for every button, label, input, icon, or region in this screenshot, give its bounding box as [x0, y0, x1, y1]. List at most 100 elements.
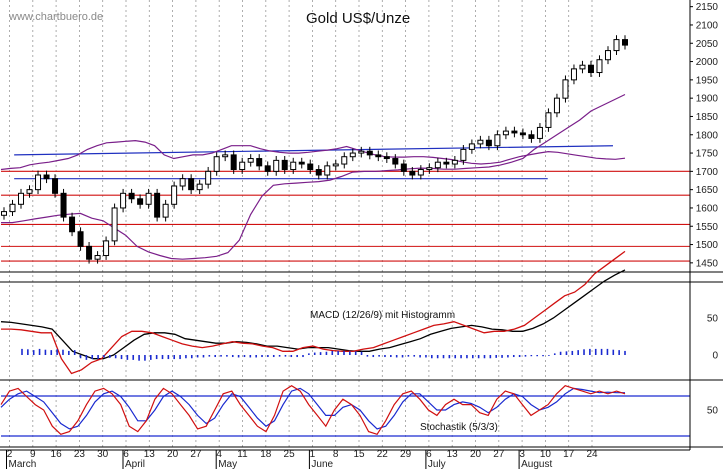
candle-up: [536, 126, 543, 139]
candle-up: [332, 163, 339, 167]
candle-up: [468, 143, 475, 150]
candle-up: [494, 134, 501, 147]
channel-line: [14, 145, 613, 156]
y-tick-label: 2150: [696, 2, 719, 13]
candle-down: [315, 169, 322, 176]
candle-up: [103, 240, 110, 257]
candle-up: [579, 64, 586, 70]
candle-down: [485, 139, 492, 147]
candle-down: [188, 178, 195, 191]
candle-up: [613, 39, 620, 52]
y-tick-label: 1500: [696, 240, 719, 251]
bollinger-upper: [0, 139, 626, 171]
candle-up: [35, 174, 42, 191]
candle-down: [60, 192, 67, 218]
candle-down: [77, 231, 84, 247]
candle-down: [298, 161, 305, 165]
candle-down: [43, 174, 50, 180]
x-day-label: 6: [123, 449, 129, 460]
candle-up: [553, 97, 560, 114]
candle-up: [451, 159, 458, 165]
candle-up: [1, 211, 7, 216]
macd-tick-label: 50: [707, 314, 719, 325]
x-day-label: 29: [400, 449, 412, 460]
candle-down: [383, 156, 390, 160]
candle-up: [239, 161, 246, 171]
candle-up: [273, 159, 280, 172]
candle-up: [213, 156, 220, 172]
candle-up: [196, 183, 203, 191]
x-month-label: July: [428, 459, 446, 469]
x-day-label: 11: [237, 449, 248, 460]
candle-up: [562, 79, 569, 99]
candle-up: [26, 189, 33, 194]
y-tick-label: 2050: [696, 39, 719, 50]
x-day-label: 16: [51, 449, 63, 460]
candle-up: [290, 161, 297, 171]
y-tick-label: 1900: [696, 94, 719, 105]
candle-down: [52, 178, 59, 194]
candle-up: [247, 158, 254, 163]
x-month-label: May: [218, 459, 237, 469]
candle-up: [205, 170, 212, 185]
bollinger-lower: [1, 93, 626, 260]
candle-down: [264, 165, 271, 172]
stochastic-k-line: [0, 384, 626, 436]
x-day-label: 27: [190, 449, 202, 460]
candle-down: [622, 39, 628, 46]
candle-down: [443, 161, 450, 165]
macd-tick-label: 0: [712, 351, 718, 362]
x-month-label: March: [9, 459, 37, 469]
candle-down: [587, 64, 594, 74]
stochastic-panel: [0, 384, 690, 437]
candle-up: [9, 203, 16, 213]
candle-down: [230, 154, 237, 171]
y-tick-label: 1800: [696, 130, 719, 141]
candle-up: [604, 50, 611, 61]
x-day-label: 27: [493, 449, 505, 460]
candle-up: [120, 192, 127, 209]
macd-panel: [0, 250, 626, 375]
x-day-label: 18: [260, 449, 272, 460]
y-tick-label: 1750: [696, 149, 719, 160]
y-tick-label: 2000: [696, 57, 719, 68]
candle-down: [511, 130, 518, 134]
chart-title: Gold US$/Unze: [306, 10, 410, 27]
y-tick-label: 2100: [696, 20, 719, 31]
x-day-label: 13: [447, 449, 459, 460]
x-month-label: August: [521, 459, 552, 469]
candle-down: [392, 158, 399, 165]
x-day-label: 15: [353, 449, 365, 460]
candle-down: [86, 245, 93, 260]
y-tick-label: 1550: [696, 222, 719, 233]
candle-down: [375, 154, 382, 158]
x-day-label: 23: [74, 449, 86, 460]
candle-down: [400, 163, 407, 172]
candle-up: [596, 59, 603, 74]
price-candles: [1, 35, 628, 264]
candle-up: [171, 185, 178, 205]
macd-label: MACD (12/26/9) mit Histogramm: [310, 310, 455, 321]
x-day-label: 22: [377, 449, 389, 460]
macd-line: [1, 250, 626, 375]
candle-up: [222, 154, 229, 158]
x-day-label: 2: [7, 449, 13, 460]
x-day-label: 8: [333, 449, 339, 460]
candle-up: [417, 169, 424, 176]
candle-up: [434, 161, 441, 169]
bollinger-bands: [0, 93, 626, 260]
candle-down: [409, 170, 416, 176]
candle-up: [545, 112, 552, 128]
stochastic-label: Stochastik (5/3/3): [420, 422, 498, 433]
x-day-label: 4: [216, 449, 222, 460]
x-month-label: April: [125, 459, 145, 469]
candle-up: [570, 68, 577, 81]
candle-up: [477, 139, 484, 145]
candle-down: [366, 150, 373, 156]
candle-down: [519, 132, 526, 136]
candle-up: [426, 167, 433, 171]
candle-up: [349, 152, 356, 158]
